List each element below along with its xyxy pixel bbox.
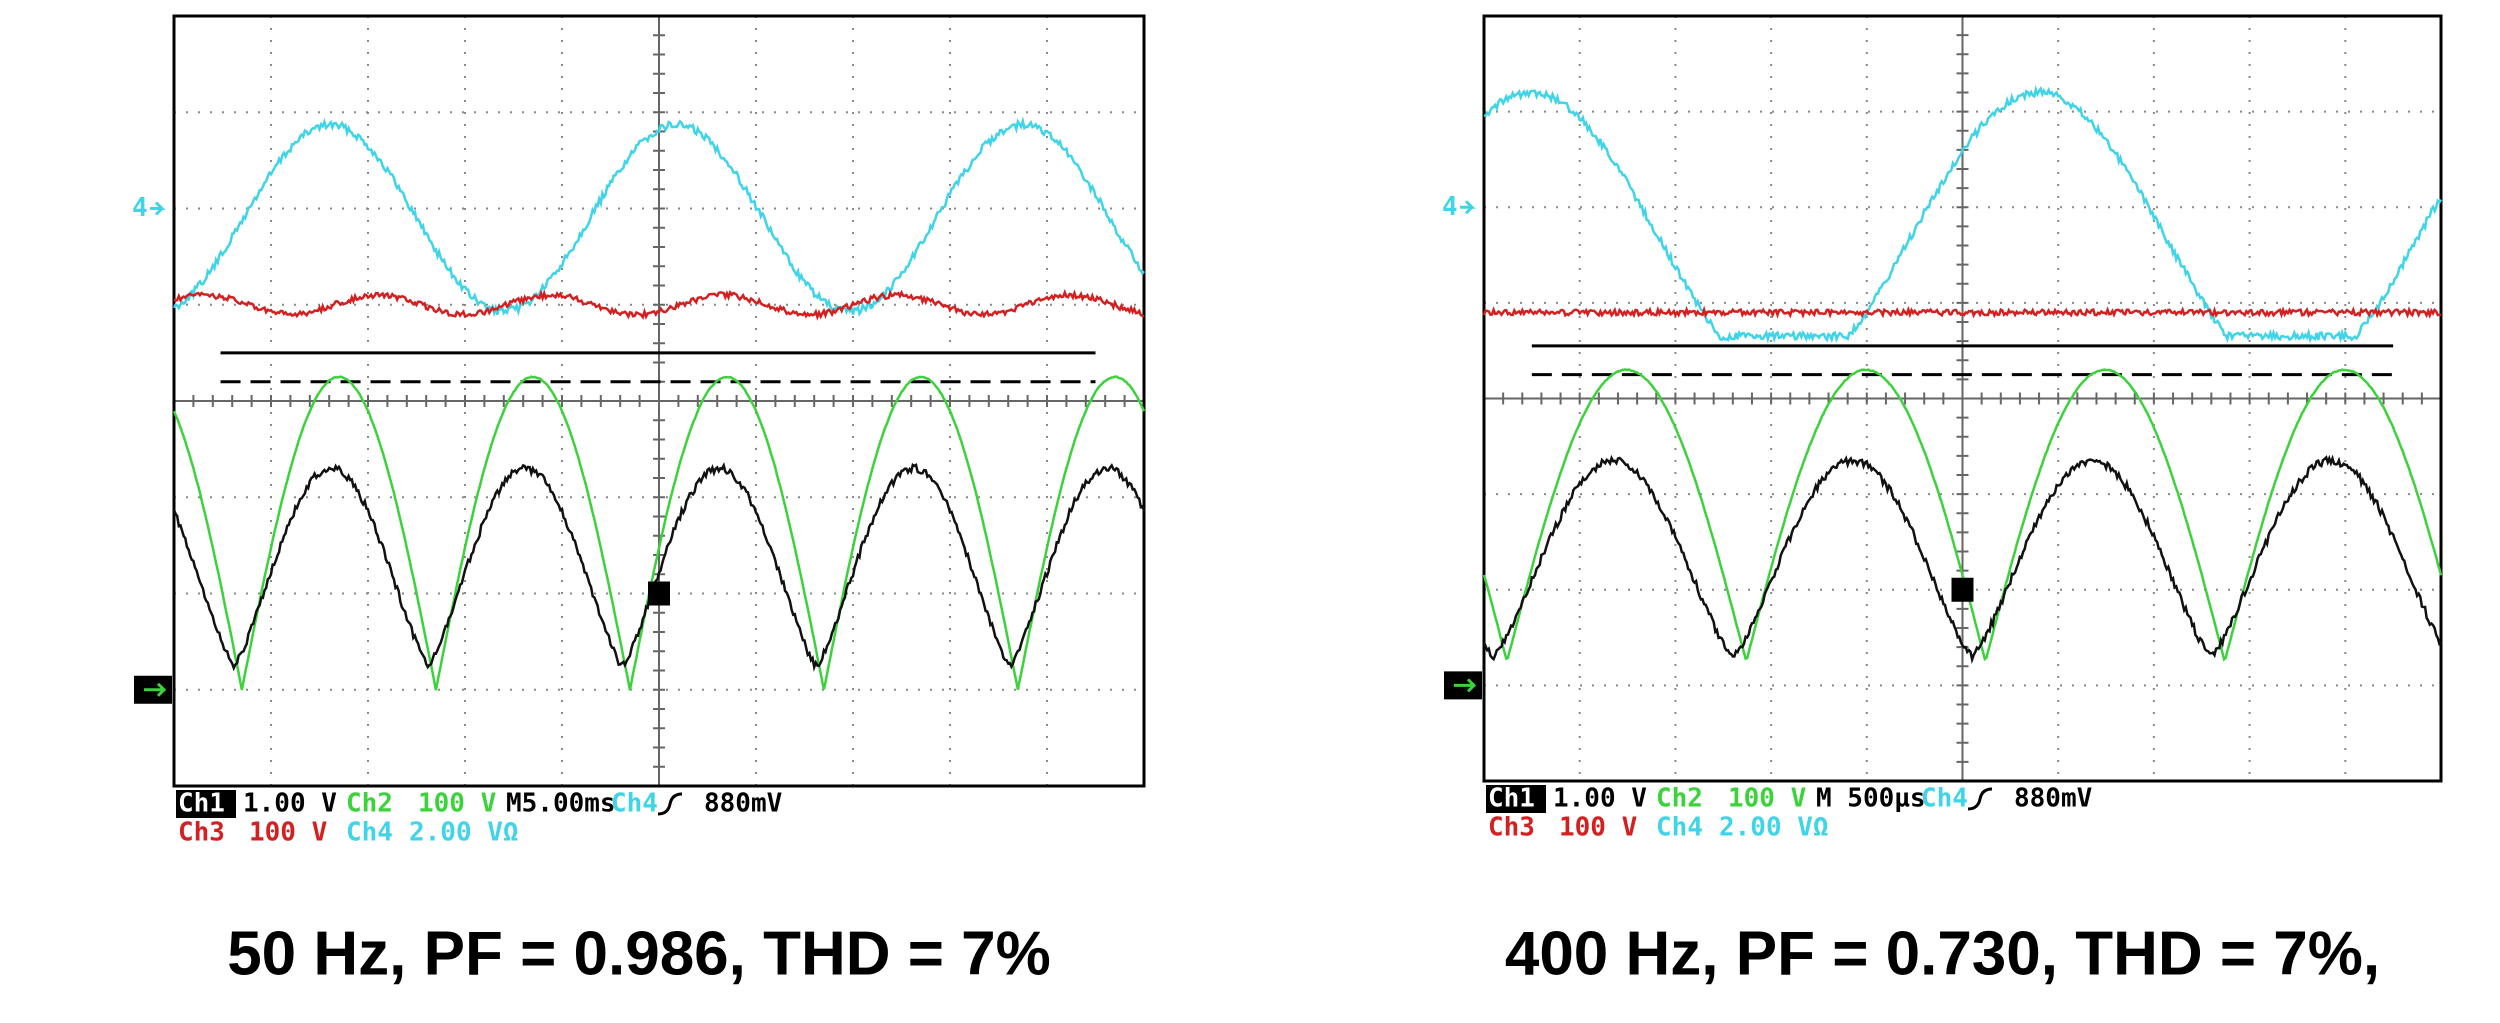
readout-text: 2.00 VΩ: [1719, 813, 1829, 843]
waveform-trace: [1483, 85, 2443, 344]
waveform-trace: [1482, 305, 2442, 319]
waveform-trace: [172, 116, 1145, 318]
readout-text: Ch3: [1488, 813, 1535, 843]
readout-text: Ch2: [346, 789, 393, 819]
readout-text: Ch2: [1656, 784, 1703, 814]
caption: 50 Hz, PF = 0.986, THD = 7%: [227, 919, 1051, 988]
waveform-trace: [172, 375, 1146, 691]
channel-badge: [1486, 785, 1546, 813]
readout-text: 100 V: [1728, 784, 1806, 814]
ground-arrow: [144, 682, 167, 697]
marker-arrow: [150, 201, 166, 216]
readout-text: 880mV: [2014, 784, 2092, 814]
readout-text: 100 V: [1559, 813, 1637, 843]
readout-text: M 500µs: [1816, 784, 1926, 814]
readout-text: 1.00 V: [1553, 784, 1647, 814]
waveform-trace: [173, 288, 1145, 321]
waveform-trace: [1482, 368, 2443, 662]
trigger-marker: [1951, 577, 1974, 602]
readout-text: M5.00ms: [506, 789, 616, 819]
waveform-trace: [172, 461, 1146, 673]
readout-text: Ch1: [178, 789, 225, 819]
graticule-border: [1482, 14, 2443, 783]
readout-text: 1.00 V: [243, 789, 337, 819]
readout-text: Ch4: [1921, 784, 1968, 814]
graticule-border: [172, 14, 1146, 788]
caption: 400 Hz, PF = 0.730, THD = 7%,: [1505, 919, 2380, 988]
trigger-slope-icon: [657, 792, 683, 816]
trigger-marker: [648, 581, 670, 606]
marker-arrow: [1460, 200, 1476, 215]
channel-marker: 4: [1442, 192, 1458, 222]
ground-arrow: [1454, 678, 1477, 693]
readout-text: Ch4: [1656, 813, 1703, 843]
readout-text: 100 V: [249, 818, 327, 848]
channel-badge: [176, 790, 236, 818]
readout-text: 880mV: [704, 789, 782, 819]
readout-text: Ch4: [346, 818, 393, 848]
channel-marker: 4: [132, 193, 148, 223]
waveform-trace: [1482, 454, 2442, 665]
trigger-slope-icon: [1967, 787, 1993, 811]
readout-text: 2.00 VΩ: [409, 818, 519, 848]
readout-text: Ch3: [178, 818, 225, 848]
readout-text: Ch4: [611, 789, 658, 819]
readout-text: 100 V: [418, 789, 496, 819]
readout-text: Ch1: [1488, 784, 1535, 814]
